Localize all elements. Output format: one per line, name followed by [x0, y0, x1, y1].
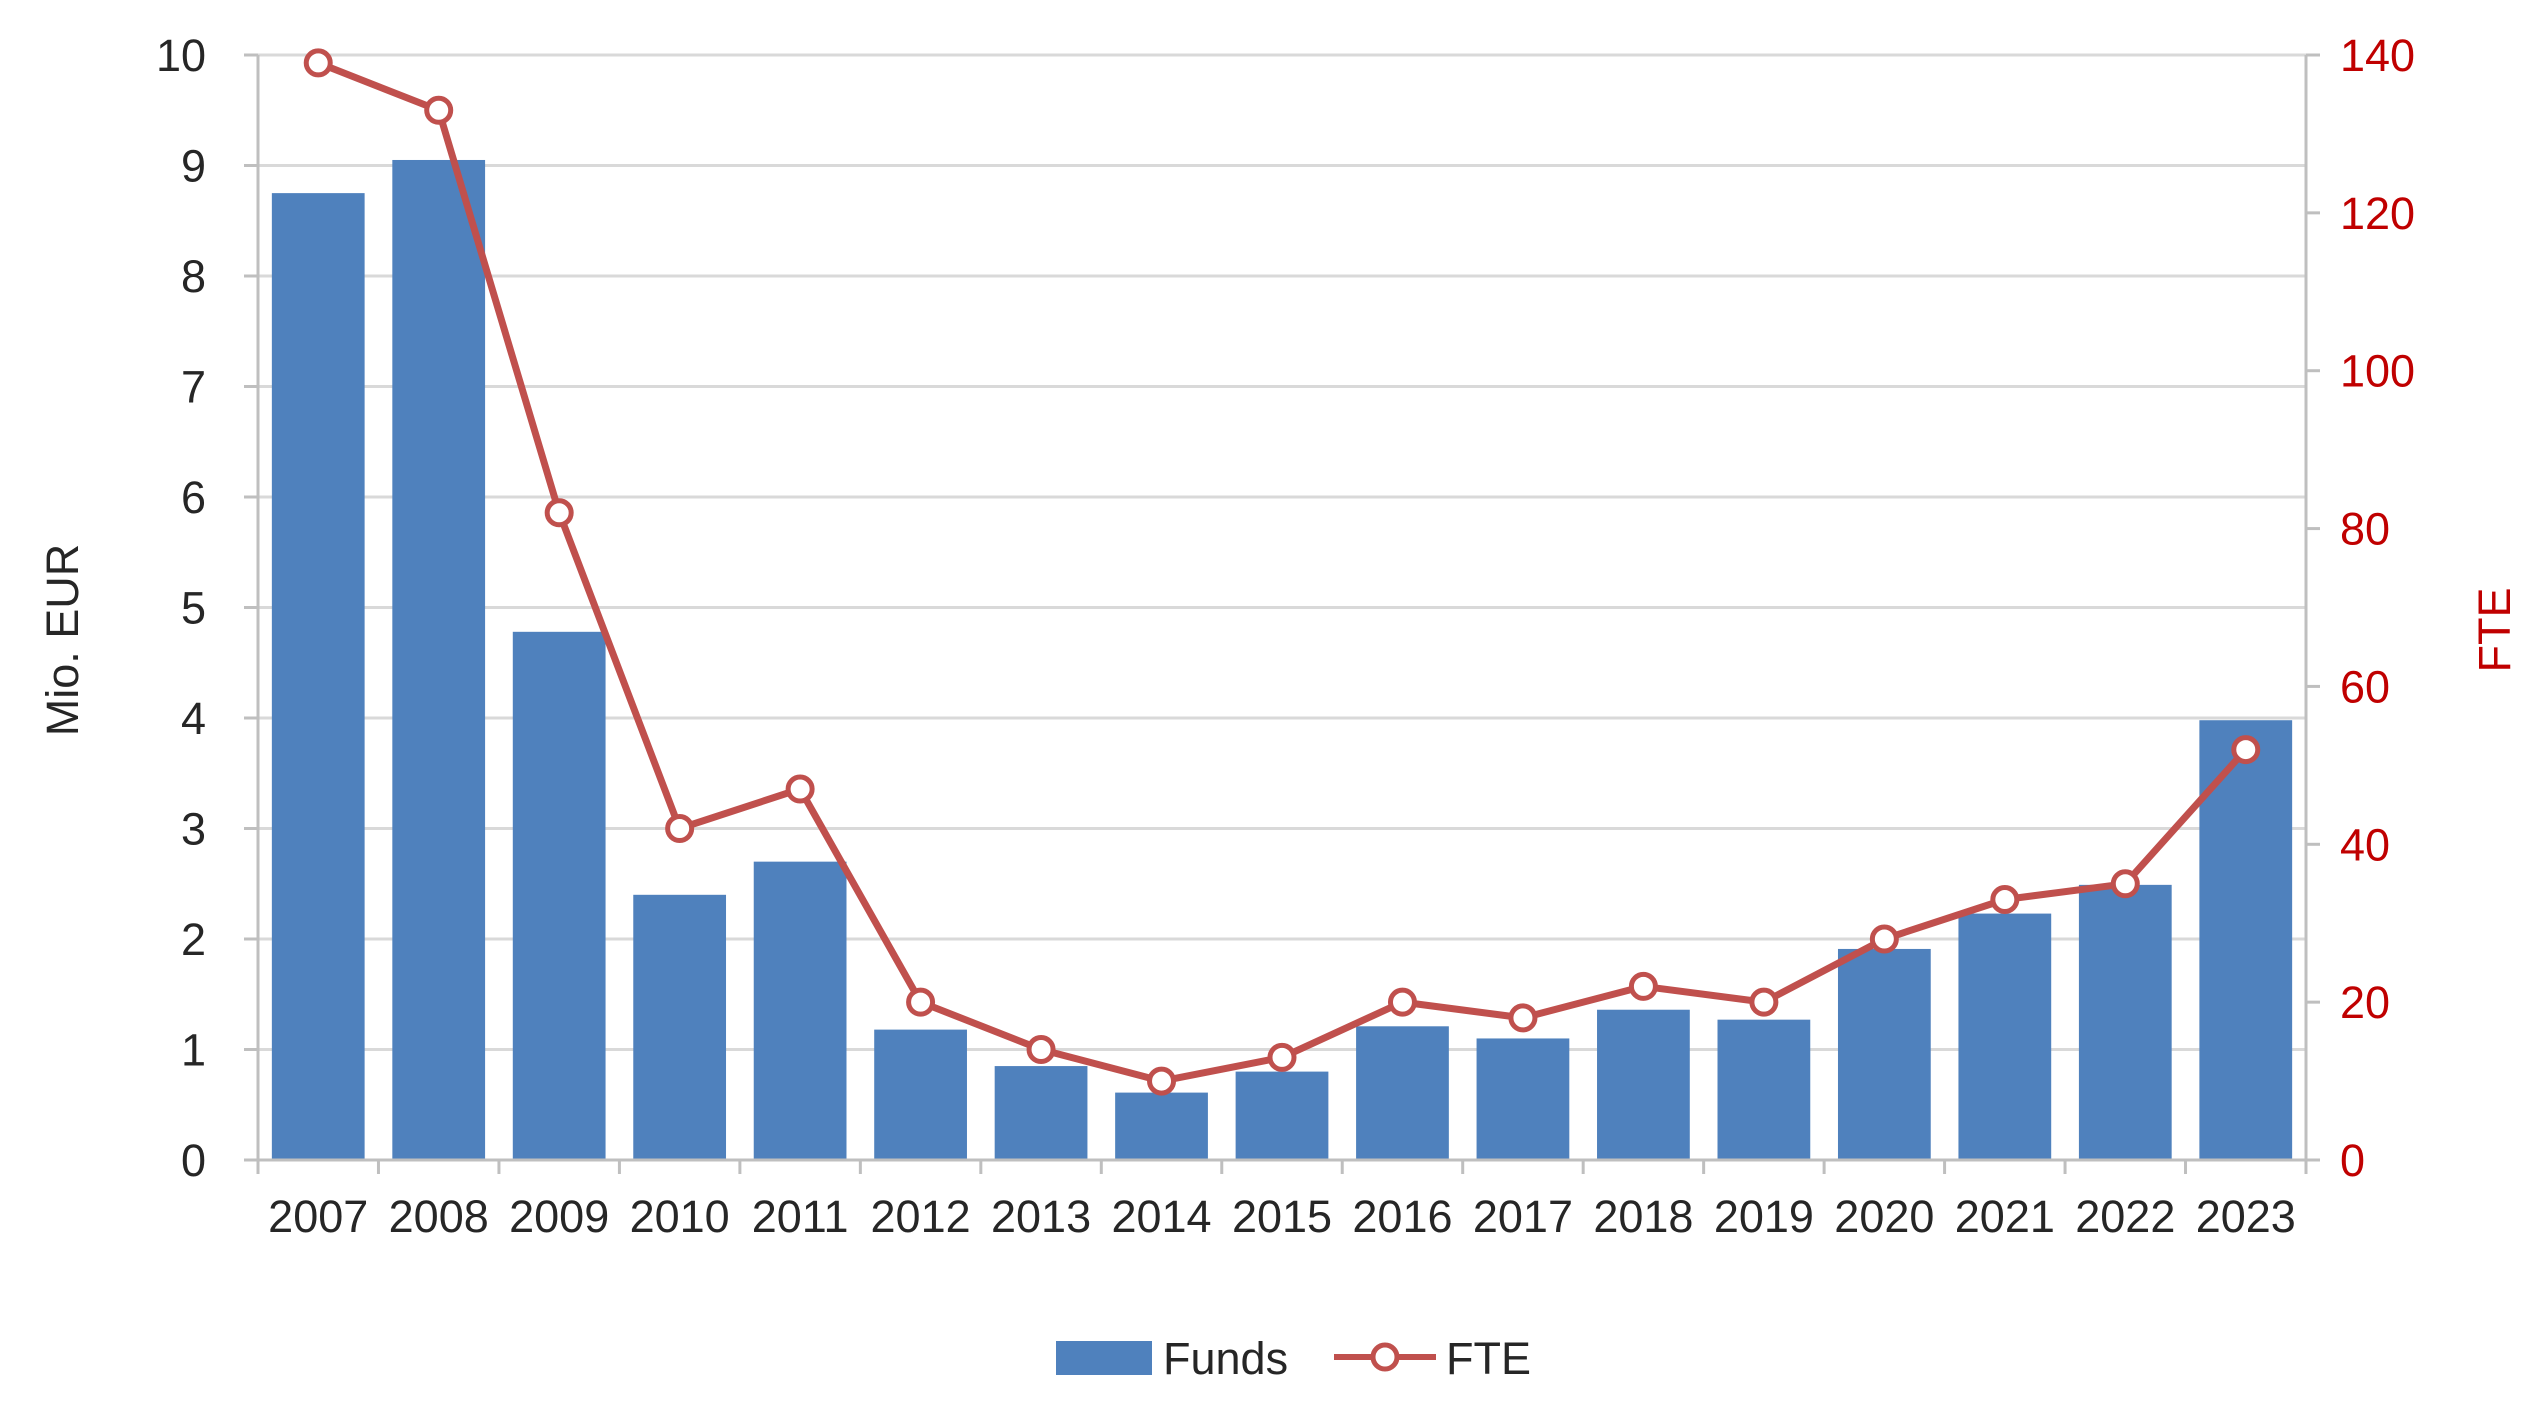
x-tick-label: 2020 [1834, 1191, 1934, 1242]
x-tick-label: 2016 [1352, 1191, 1452, 1242]
legend: Funds FTE [1056, 1333, 1531, 1384]
fte-point [2110, 869, 2140, 899]
x-tick-label: 2018 [1593, 1191, 1693, 1242]
y-left-tick-label: 5 [181, 583, 206, 634]
funds-bar [1356, 1026, 1449, 1160]
fte-point [544, 498, 574, 528]
fte-point [2231, 735, 2261, 765]
fte-point [303, 48, 333, 78]
funds-bar [874, 1029, 967, 1160]
fte-point [665, 814, 695, 843]
y-left-tick-label: 0 [181, 1135, 206, 1186]
x-tick-label: 2015 [1232, 1191, 1332, 1242]
x-tick-label: 2013 [991, 1191, 1091, 1242]
y-axis-left-title: Mio. EUR [37, 544, 88, 737]
funds-bar [1837, 948, 1931, 1160]
axes [244, 53, 2320, 1174]
y-left-tick-label: 4 [181, 693, 206, 744]
y-right-tick-label: 140 [2340, 30, 2415, 81]
y-right-tick-label: 40 [2340, 819, 2390, 870]
legend-fte-label: FTE [1446, 1333, 1531, 1384]
fte-point [1387, 987, 1417, 1017]
fte-point [1026, 1035, 1056, 1064]
x-tick-label: 2014 [1111, 1191, 1211, 1242]
fte-point [1147, 1066, 1177, 1096]
funds-bar [1115, 1092, 1208, 1160]
legend-funds-label: Funds [1163, 1333, 1288, 1384]
y-right-tick-label: 100 [2340, 346, 2415, 397]
x-tick-label: 2008 [389, 1191, 489, 1242]
funds-bar [2078, 884, 2172, 1160]
x-tick-label: 2019 [1714, 1191, 1814, 1242]
funds-bar [753, 861, 847, 1160]
y-right-tick-label: 120 [2340, 188, 2415, 239]
x-tick-label: 2022 [2075, 1191, 2175, 1242]
x-tick-label: 2007 [268, 1191, 368, 1242]
funds-bar [1958, 913, 2052, 1160]
y-left-tick-label: 1 [181, 1025, 206, 1076]
y-right-tick-label: 20 [2340, 977, 2390, 1028]
fte-line-series [303, 48, 2261, 1096]
fte-point [1508, 1003, 1538, 1033]
fte-point [1869, 924, 1899, 954]
funds-bar [994, 1066, 1088, 1160]
y-right-tick-label: 0 [2340, 1135, 2365, 1186]
funds-bar [1717, 1019, 1811, 1160]
x-tick-label: 2011 [752, 1191, 849, 1242]
y-left-tick-label: 7 [181, 362, 206, 413]
x-tick-label: 2012 [871, 1191, 971, 1242]
funds-bar [1597, 1009, 1690, 1160]
y-left-tick-label: 10 [156, 30, 206, 81]
funds-bar [271, 193, 365, 1160]
fte-line [316, 59, 2249, 1085]
x-tick-label: 2023 [2196, 1191, 2296, 1242]
funds-bar [1235, 1071, 1329, 1160]
fte-point [1628, 971, 1658, 1001]
y-left-tick-label: 3 [181, 804, 206, 855]
y-left-tick-label: 8 [181, 251, 206, 302]
x-tick-label: 2021 [1955, 1191, 2055, 1242]
y-axis-right-title: FTE [2469, 588, 2520, 673]
legend-funds-swatch [1056, 1341, 1152, 1375]
legend-fte-marker [1370, 1342, 1400, 1372]
funds-bar [512, 631, 606, 1160]
fte-point [424, 95, 454, 125]
fte-point [906, 987, 936, 1017]
funds-bar [2199, 720, 2293, 1160]
fte-point [1749, 987, 1779, 1017]
funds-bar [392, 159, 486, 1161]
y-left-tick-label: 6 [181, 472, 206, 523]
y-right-tick-label: 60 [2340, 661, 2390, 712]
fte-point [1267, 1042, 1297, 1072]
fte-point [785, 774, 815, 804]
funds-bars [271, 159, 2293, 1161]
funds-bar [1476, 1038, 1570, 1160]
x-tick-label: 2010 [630, 1191, 730, 1242]
y-right-tick-label: 80 [2340, 504, 2390, 555]
fte-point [1990, 885, 2020, 915]
y-left-tick-label: 9 [181, 141, 206, 192]
x-tick-label: 2009 [509, 1191, 609, 1242]
funds-bar [633, 894, 727, 1160]
y-left-tick-label: 2 [181, 914, 206, 965]
x-tick-label: 2017 [1473, 1191, 1573, 1242]
